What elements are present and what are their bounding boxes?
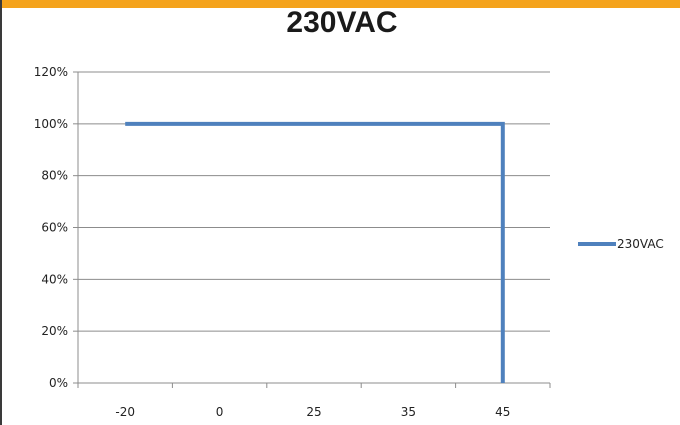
legend-label: 230VAC [617,237,664,251]
x-tick-label: -20 [115,405,135,419]
y-tick-label: 60% [41,221,68,235]
y-axis-ticks: 0% 20% 40% 60% 80% 100% 120% [34,65,78,390]
series-group [125,121,505,383]
x-tick-label: 45 [495,405,510,419]
x-tick-label: 25 [306,405,321,419]
y-tick-label: 40% [41,272,68,286]
y-tick-label: 20% [41,324,68,338]
y-tick-label: 120% [34,65,68,79]
x-axis-ticks: -20 0 25 35 45 [77,383,551,419]
y-tick-label: 80% [41,169,68,183]
y-tick-label: 100% [34,117,68,131]
legend: 230VAC [578,237,664,251]
chart-title: 230VAC [286,6,398,39]
y-tick-label: 0% [49,376,68,390]
header-accent-bar [2,0,680,8]
series-line [125,121,505,383]
x-tick-label: 0 [216,405,224,419]
gridlines [78,71,550,332]
x-tick-label: 35 [401,405,416,419]
